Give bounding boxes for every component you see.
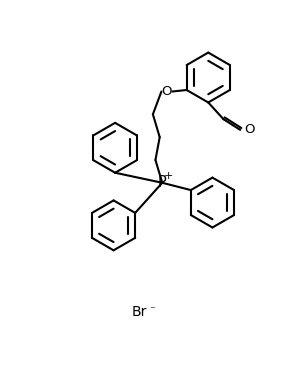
Text: O: O [161, 85, 172, 98]
Text: +: + [164, 171, 174, 181]
Text: Br: Br [132, 305, 147, 319]
Text: P: P [158, 175, 167, 190]
Text: O: O [244, 123, 255, 137]
Text: ⁻: ⁻ [149, 305, 155, 315]
